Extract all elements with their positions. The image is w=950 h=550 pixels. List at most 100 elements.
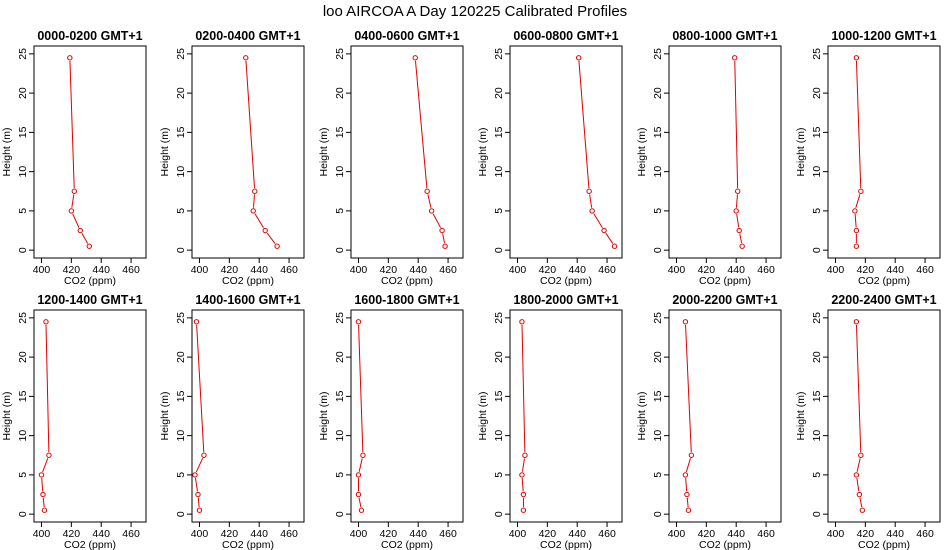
y-tick-label: 10 (334, 166, 346, 178)
x-tick-label: 460 (598, 264, 616, 276)
y-tick-label: 15 (652, 126, 664, 138)
profile-segment (266, 232, 276, 244)
data-point (682, 472, 689, 478)
y-tick-label: 10 (652, 430, 664, 442)
y-tick-label: 0 (17, 247, 29, 253)
x-tick-label: 460 (122, 264, 140, 276)
profile-panel: 1400-1600 GMT+1 400 420 440 460 0 5 10 15 20 25 CO2… (159, 293, 305, 550)
profile-segment (81, 233, 89, 244)
profile-segment (42, 497, 45, 508)
x-tick-label: 400 (827, 264, 845, 276)
x-tick-label: 440 (727, 264, 745, 276)
x-tick-label: 440 (568, 528, 586, 540)
data-point (442, 243, 448, 249)
y-tick-label: 5 (811, 472, 823, 478)
data-point (77, 227, 83, 234)
data-point (360, 452, 366, 458)
profile-segment (71, 194, 75, 208)
panel-title: 0400-0600 GMT+1 (354, 29, 459, 43)
data-point (520, 491, 527, 498)
y-tick-label: 5 (17, 472, 29, 478)
y-tick-label: 20 (493, 87, 505, 99)
data-point (853, 55, 860, 61)
plot-frame (350, 45, 464, 259)
x-tick-label: 460 (122, 528, 140, 540)
plot-frame (668, 309, 782, 523)
x-tick-label: 460 (916, 528, 934, 540)
y-tick-label: 0 (334, 511, 346, 517)
x-axis-label: CO2 (ppm) (381, 539, 433, 550)
x-tick-label: 460 (916, 264, 934, 276)
profile-panel: 0400-0600 GMT+1 400 420 440 460 0 5 10 15 20 25 CO2… (318, 29, 464, 287)
y-tick-label: 15 (334, 126, 346, 138)
data-point (250, 208, 256, 214)
y-tick-label: 20 (334, 87, 346, 99)
data-point (424, 188, 430, 194)
plot-frame (827, 45, 941, 259)
x-tick-label: 460 (439, 528, 457, 540)
profile-segment (855, 60, 862, 189)
y-tick-label: 5 (175, 472, 187, 478)
panel-title: 0000-0200 GMT+1 (37, 29, 142, 43)
profile-panel: 1200-1400 GMT+1 400 420 440 460 0 5 10 15 20 25 CO2… (1, 293, 147, 550)
profile-segment (427, 194, 432, 208)
data-point (858, 188, 864, 194)
y-tick-label: 0 (175, 247, 187, 253)
y-axis-label: Height (m) (1, 391, 13, 440)
x-tick-label: 400 (668, 264, 686, 276)
data-point (71, 188, 78, 194)
x-tick-label: 400 (350, 528, 368, 540)
plot-frame (668, 45, 782, 259)
profile-segment (578, 60, 590, 189)
data-point (439, 227, 445, 234)
y-axis-label: Height (m) (636, 391, 648, 440)
x-tick-label: 440 (727, 528, 745, 540)
data-point (428, 208, 435, 214)
profile-segment (686, 497, 689, 508)
data-point (853, 243, 860, 249)
profile-panel: 2200-2400 GMT+1 400 420 440 460 0 5 10 15 20 25 CO2… (795, 293, 941, 550)
y-tick-label: 15 (17, 390, 29, 402)
y-tick-label: 25 (652, 312, 664, 324)
data-point (852, 208, 858, 214)
panel-title: 2200-2400 GMT+1 (831, 293, 936, 307)
y-tick-label: 20 (652, 87, 664, 99)
y-tick-label: 15 (493, 126, 505, 138)
x-tick-label: 440 (568, 264, 586, 276)
y-axis-label: Height (m) (477, 127, 489, 176)
profile-panel: 1000-1200 GMT+1 400 420 440 460 0 5 10 15 20 25 CO2… (795, 29, 941, 287)
y-tick-label: 20 (652, 351, 664, 363)
data-point (734, 188, 741, 194)
data-point (355, 472, 362, 478)
x-tick-label: 460 (280, 528, 298, 540)
x-axis-label: CO2 (ppm) (381, 275, 433, 287)
profile-segment (735, 194, 738, 208)
data-point (688, 452, 695, 458)
y-tick-label: 25 (334, 312, 346, 324)
y-tick-label: 0 (17, 511, 29, 517)
x-tick-label: 420 (539, 528, 557, 540)
x-tick-label: 440 (250, 264, 268, 276)
y-tick-label: 25 (493, 312, 505, 324)
data-point (522, 452, 528, 458)
data-point (68, 208, 75, 214)
plot-frame (191, 309, 305, 523)
y-tick-label: 20 (175, 351, 187, 363)
x-tick-label: 460 (439, 264, 457, 276)
x-axis-label: CO2 (ppm) (540, 275, 592, 287)
plot-frame (509, 309, 623, 523)
y-tick-label: 20 (811, 87, 823, 99)
y-tick-label: 15 (811, 126, 823, 138)
x-tick-label: 440 (92, 528, 110, 540)
profile-segment (432, 213, 442, 228)
profile-panel: 0000-0200 GMT+1 400 420 440 460 0 5 10 15 20 25 CO2… (1, 29, 147, 287)
x-axis-label: CO2 (ppm) (222, 539, 274, 550)
data-point (601, 227, 607, 234)
y-tick-label: 0 (652, 511, 664, 517)
data-point (589, 208, 595, 214)
y-axis-label: Height (m) (1, 127, 13, 176)
data-point (43, 319, 49, 325)
y-tick-label: 20 (175, 87, 187, 99)
data-point (858, 452, 864, 458)
panel-title: 2000-2200 GMT+1 (672, 293, 777, 307)
